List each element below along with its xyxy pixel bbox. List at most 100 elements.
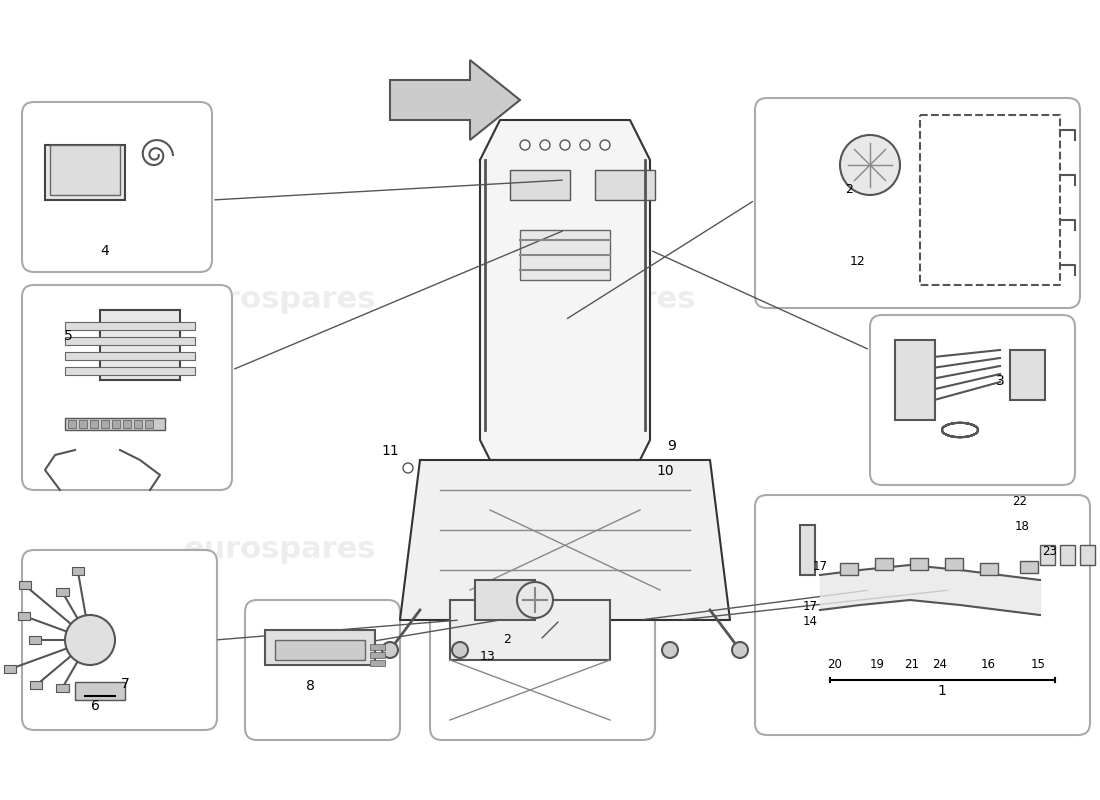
Bar bbox=[450, 600, 610, 660]
Bar bbox=[1040, 545, 1055, 565]
Text: 13: 13 bbox=[480, 650, 496, 663]
Bar bbox=[370, 644, 385, 650]
Bar bbox=[840, 563, 858, 575]
Text: 8: 8 bbox=[306, 679, 315, 693]
Bar bbox=[1020, 561, 1038, 573]
Text: 2: 2 bbox=[845, 183, 853, 196]
Bar bbox=[910, 558, 928, 570]
Text: 21: 21 bbox=[904, 658, 920, 671]
Bar bbox=[145, 420, 153, 428]
Text: 12: 12 bbox=[850, 255, 866, 268]
Bar bbox=[275, 640, 365, 660]
Text: eurospares: eurospares bbox=[504, 535, 696, 565]
Bar bbox=[90, 420, 98, 428]
Bar bbox=[101, 420, 109, 428]
Bar bbox=[50, 145, 120, 195]
Polygon shape bbox=[520, 230, 610, 280]
Text: 10: 10 bbox=[657, 464, 674, 478]
Bar bbox=[75, 682, 125, 700]
Circle shape bbox=[540, 140, 550, 150]
Text: 17: 17 bbox=[803, 600, 817, 613]
Text: eurospares: eurospares bbox=[184, 286, 376, 314]
Bar bbox=[1060, 545, 1075, 565]
Bar bbox=[56, 588, 68, 596]
Circle shape bbox=[840, 135, 900, 195]
Polygon shape bbox=[400, 460, 730, 620]
Text: 11: 11 bbox=[381, 444, 399, 458]
Bar bbox=[100, 310, 180, 380]
Text: 9: 9 bbox=[668, 439, 676, 453]
Polygon shape bbox=[480, 120, 650, 460]
Bar bbox=[510, 170, 570, 200]
Text: 4: 4 bbox=[100, 244, 109, 258]
Text: eurospares: eurospares bbox=[504, 286, 696, 314]
Bar bbox=[800, 525, 815, 575]
Bar bbox=[45, 145, 125, 200]
Bar bbox=[980, 563, 998, 575]
Bar bbox=[65, 352, 195, 360]
Circle shape bbox=[517, 582, 553, 618]
Text: 3: 3 bbox=[996, 374, 1004, 388]
Bar bbox=[1010, 350, 1045, 400]
Text: 2: 2 bbox=[503, 633, 510, 646]
Text: 22: 22 bbox=[1012, 495, 1027, 508]
Circle shape bbox=[560, 140, 570, 150]
Text: 18: 18 bbox=[1014, 520, 1030, 533]
Text: 16: 16 bbox=[980, 658, 996, 671]
Bar bbox=[595, 170, 654, 200]
Bar bbox=[123, 420, 131, 428]
FancyBboxPatch shape bbox=[22, 550, 217, 730]
Text: 15: 15 bbox=[1031, 658, 1045, 671]
Bar bbox=[19, 582, 31, 590]
FancyBboxPatch shape bbox=[430, 560, 654, 740]
Bar bbox=[4, 665, 16, 673]
Text: 5: 5 bbox=[64, 329, 73, 343]
Bar bbox=[79, 420, 87, 428]
Text: 17: 17 bbox=[813, 560, 827, 573]
Bar bbox=[370, 660, 385, 666]
Polygon shape bbox=[390, 60, 520, 140]
Text: 20: 20 bbox=[827, 658, 843, 671]
Bar bbox=[370, 652, 385, 658]
Circle shape bbox=[600, 140, 610, 150]
Text: 6: 6 bbox=[90, 699, 99, 713]
Bar bbox=[112, 420, 120, 428]
Bar bbox=[31, 681, 43, 689]
Circle shape bbox=[662, 642, 678, 658]
FancyBboxPatch shape bbox=[755, 98, 1080, 308]
Text: 14: 14 bbox=[803, 615, 817, 628]
Bar bbox=[874, 558, 893, 570]
Text: eurospares: eurospares bbox=[184, 535, 376, 565]
Bar bbox=[65, 367, 195, 375]
Bar bbox=[134, 420, 142, 428]
Bar bbox=[65, 322, 195, 330]
FancyBboxPatch shape bbox=[245, 600, 400, 740]
Text: 1: 1 bbox=[937, 684, 946, 698]
Bar bbox=[895, 340, 935, 420]
Bar bbox=[56, 684, 68, 692]
Circle shape bbox=[452, 642, 468, 658]
FancyBboxPatch shape bbox=[22, 285, 232, 490]
FancyBboxPatch shape bbox=[22, 102, 212, 272]
Bar bbox=[72, 567, 84, 575]
Bar bbox=[475, 580, 535, 620]
Bar bbox=[29, 636, 41, 644]
Bar bbox=[68, 420, 76, 428]
Bar bbox=[19, 612, 30, 620]
Text: 7: 7 bbox=[121, 677, 130, 691]
Circle shape bbox=[403, 463, 412, 473]
FancyBboxPatch shape bbox=[870, 315, 1075, 485]
Text: 23: 23 bbox=[1043, 545, 1057, 558]
Bar bbox=[945, 558, 962, 570]
Bar bbox=[65, 418, 165, 430]
Circle shape bbox=[520, 140, 530, 150]
Bar bbox=[265, 630, 375, 665]
Circle shape bbox=[65, 615, 116, 665]
Circle shape bbox=[580, 140, 590, 150]
Text: 24: 24 bbox=[933, 658, 947, 671]
Circle shape bbox=[382, 642, 398, 658]
Text: 19: 19 bbox=[869, 658, 884, 671]
FancyBboxPatch shape bbox=[755, 495, 1090, 735]
Circle shape bbox=[732, 642, 748, 658]
Bar bbox=[65, 337, 195, 345]
